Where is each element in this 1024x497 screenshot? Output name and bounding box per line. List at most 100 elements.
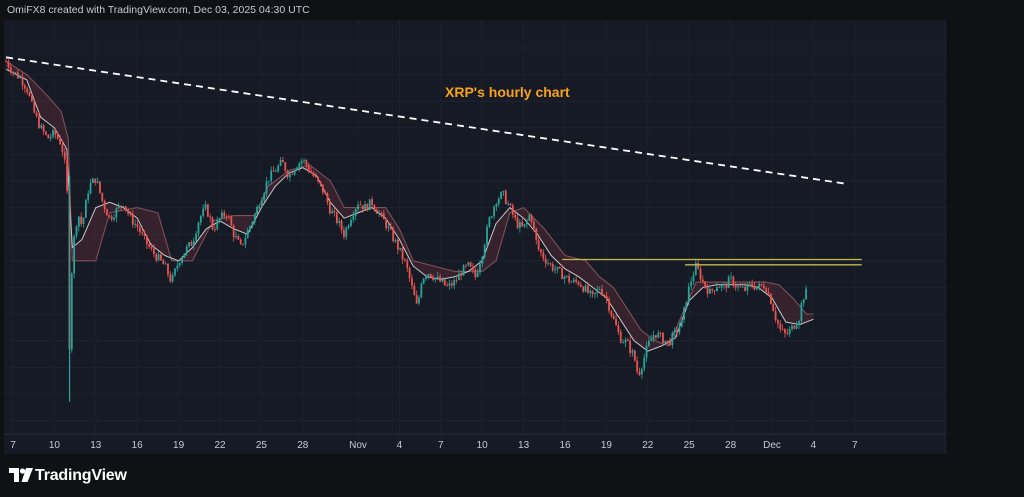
candle-body [781,329,784,330]
candle-body [38,116,40,128]
candle-body [328,202,331,214]
candle-body [727,277,730,289]
candle-body [666,340,669,342]
candle-body [692,275,695,282]
candle-body [432,277,434,280]
candle-body [526,220,528,225]
candle-body [195,233,198,241]
candle-body [760,283,763,286]
candle-body [622,342,624,344]
candle-body [605,296,608,299]
candle-body [655,335,657,338]
candle-body [331,211,334,214]
candle-body [347,226,350,228]
candle-body [626,339,629,342]
candle-body [582,286,585,292]
candle-body [744,286,746,291]
time-tick-label: 19 [173,440,185,451]
candle-body [371,199,373,206]
candlesticks [5,58,807,402]
candle-body [267,180,270,182]
candle-body [319,181,322,185]
candle-body [734,285,737,288]
candle-body [345,227,348,237]
candle-body [108,215,111,217]
candle-body [134,223,137,225]
candle-body [324,192,327,195]
candle-body [145,235,148,245]
candle-body [457,273,460,281]
candle-body [152,248,155,255]
candle-body [765,288,768,293]
time-tick-label: 13 [518,440,530,451]
candle-body [652,335,655,340]
candle-body [89,182,92,194]
candle-body [589,290,592,293]
candle-body [511,205,514,215]
candle-body [317,177,320,182]
candle-body [579,284,582,287]
time-tick-label: 4 [811,440,817,451]
candle-body [31,95,33,102]
candle-body [422,278,425,284]
candle-body [791,325,793,329]
candle-body [117,205,120,209]
candle-body [45,131,47,135]
candle-body [446,285,449,287]
candle-body [737,286,739,288]
candle-body [415,295,418,304]
candle-body [497,198,500,204]
candle-body [366,204,369,211]
candle-body [263,193,266,201]
candle-body [502,190,505,193]
candle-body [242,243,244,245]
chart-area[interactable]: USD3.1000000003.0000000002.9000000002.80… [4,20,946,454]
candle-body [178,262,181,266]
candle-body [206,204,209,217]
candle-body [52,129,54,137]
candle-body [138,227,141,233]
candle-body [436,276,439,278]
candle-body [143,233,146,236]
time-tick-label: 7 [438,440,444,451]
candle-body [535,228,538,241]
candle-body [359,204,362,206]
price-chart[interactable]: USD3.1000000003.0000000002.9000000002.80… [4,20,946,454]
candle-body [678,327,681,333]
time-tick-label: 7 [852,440,858,451]
candle-body [676,329,678,333]
candle-body [33,101,36,113]
candle-body [563,276,566,280]
candle-body [202,208,205,216]
candle-body [7,61,10,68]
candle-body [335,212,338,223]
candle-body [92,178,94,183]
candle-body [587,285,589,293]
candle-body [554,269,556,271]
candle-body [286,170,289,178]
candle-body [122,206,125,207]
candle-body [774,311,777,321]
candle-body [711,288,714,291]
candle-body [106,209,108,216]
candle-body [56,134,59,139]
time-axis[interactable]: 7 10 13 16 19 22 25 28 Nov 4 7 10 13 16 19 22 25 28 Dec 4 7 [4,433,946,451]
candle-body [730,276,732,278]
candle-body [591,290,594,295]
candle-body [59,138,61,145]
candle-body [303,160,305,161]
candle-body [235,236,237,238]
candle-body [314,176,317,178]
candle-body [148,244,151,247]
candle-body [429,273,432,278]
candle-body [211,217,214,230]
candle-body [706,286,709,294]
time-tick-label: 4 [397,440,403,451]
candle-body [101,192,104,201]
candle-body [26,88,29,93]
candle-body [237,236,240,240]
candle-body [326,194,329,203]
candle-body [28,92,31,96]
candle-body [204,204,207,209]
candle-body [608,298,610,311]
